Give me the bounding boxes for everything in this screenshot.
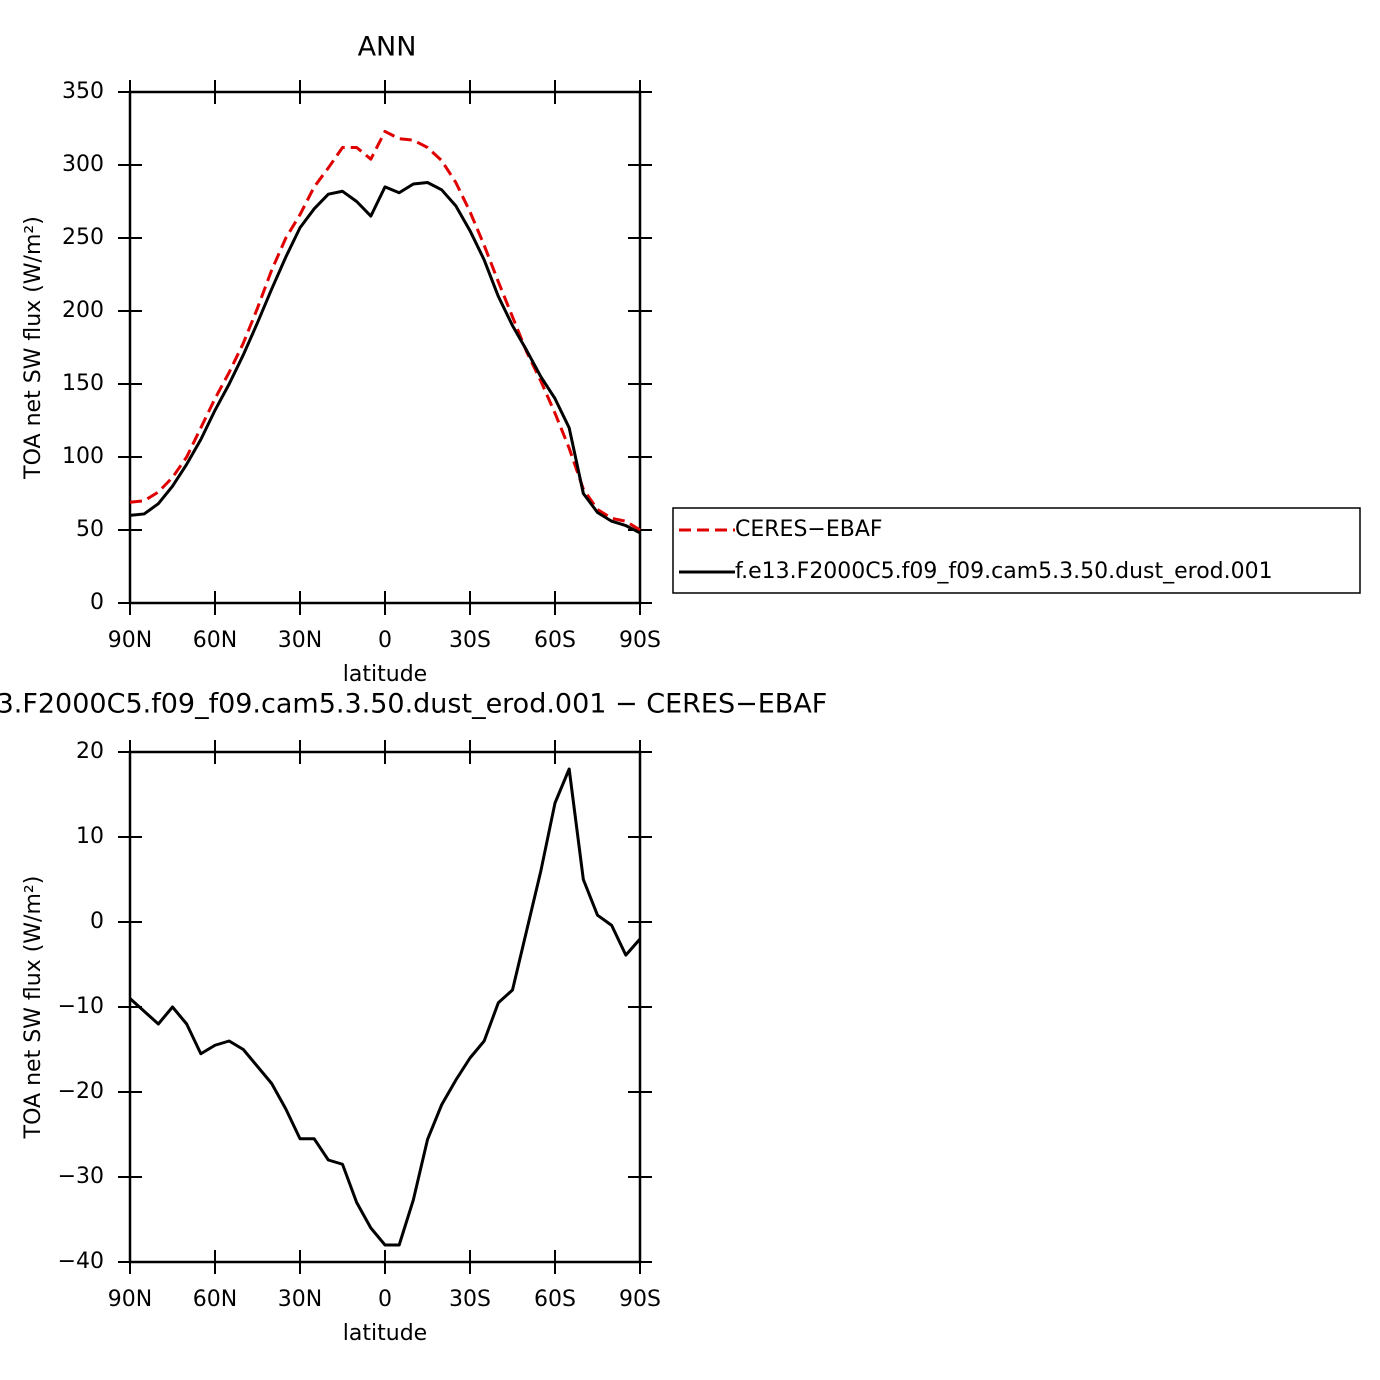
x-tick-label: 60S [534,1287,576,1312]
y-tick-label: 250 [62,225,104,250]
plot-frame [128,750,642,1264]
y-tick-label: 350 [62,79,104,104]
x-tick-label: 30N [278,628,322,653]
chart-title: ANN [358,32,417,63]
x-tick-label: 0 [378,628,392,653]
x-tick-label: 0 [378,1287,392,1312]
y-tick-label: 0 [90,909,104,934]
y-tick-label: 100 [62,444,104,469]
y-axis-label: TOA net SW flux (W/m²) [21,876,46,1140]
chart-title: f.e13.F2000C5.f09_f09.cam5.3.50.dust_ero… [0,689,827,720]
x-tick-label: 90N [108,1287,152,1312]
y-axis-label: TOA net SW flux (W/m²) [21,216,46,480]
x-tick-label: 30N [278,1287,322,1312]
x-tick-label: 30S [449,1287,491,1312]
y-tick-label: 20 [76,739,104,764]
legend-box [672,507,1361,594]
y-tick-label: 150 [62,371,104,396]
data-line [129,129,641,532]
y-tick-label: 0 [90,590,104,615]
plot-frame [128,90,642,605]
y-tick-label: 10 [76,824,104,849]
y-tick-label: 50 [76,517,104,542]
x-axis-label: latitude [343,662,427,687]
x-tick-label: 60S [534,628,576,653]
x-tick-label: 60N [193,628,237,653]
y-tick-label: −30 [58,1164,104,1189]
legend-label: CERES−EBAF [735,517,883,542]
y-tick-label: 300 [62,152,104,177]
y-tick-label: 200 [62,298,104,323]
y-tick-label: −20 [58,1079,104,1104]
y-tick-label: −10 [58,994,104,1019]
x-axis-label: latitude [343,1321,427,1346]
data-line [128,767,642,1247]
legend-label: f.e13.F2000C5.f09_f09.cam5.3.50.dust_ero… [735,559,1273,584]
y-tick-label: −40 [58,1249,104,1274]
x-tick-label: 90S [619,1287,661,1312]
x-tick-label: 60N [193,1287,237,1312]
x-tick-label: 90N [108,628,152,653]
x-tick-label: 30S [449,628,491,653]
data-line [129,181,641,535]
x-tick-label: 90S [619,628,661,653]
